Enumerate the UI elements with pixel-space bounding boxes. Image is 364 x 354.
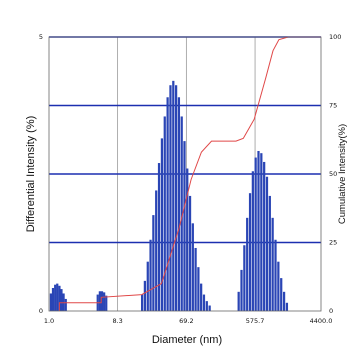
bar <box>166 97 169 311</box>
bar <box>100 291 104 311</box>
bar <box>149 239 152 311</box>
bar <box>243 245 246 311</box>
bar <box>177 97 181 311</box>
y2-tick-label: 75 <box>329 102 337 110</box>
bar <box>197 267 200 311</box>
x-tick-label: 8.3 <box>112 317 122 325</box>
bar <box>202 294 206 311</box>
bar <box>263 161 266 311</box>
bar <box>188 195 192 311</box>
bar <box>169 85 172 311</box>
y2-axis-title: Cumulative Intensity(%) <box>337 124 348 224</box>
bar <box>140 294 144 311</box>
x-tick-label: 575.7 <box>246 317 265 325</box>
plot-frame <box>48 36 322 312</box>
y-axis-title: Differential Intensity (%) <box>25 116 37 233</box>
bar <box>64 298 67 311</box>
bar <box>260 153 263 311</box>
bar <box>274 239 277 311</box>
bar <box>180 116 183 312</box>
x-tick-label: 69.2 <box>179 317 193 325</box>
bar <box>183 141 186 311</box>
bar <box>208 305 211 311</box>
bar <box>186 168 189 311</box>
x-axis-title: Diameter (nm) <box>152 334 222 346</box>
bar <box>155 190 158 311</box>
bar <box>172 80 175 311</box>
y-tick-label: 0 <box>39 307 43 315</box>
y2-tick-label: 25 <box>329 239 337 247</box>
bar <box>58 285 61 311</box>
bar <box>251 171 254 311</box>
bar <box>265 176 269 311</box>
cumulative-line <box>58 36 321 311</box>
bar <box>240 269 243 311</box>
x-tick-label: 4400.0 <box>310 317 333 325</box>
bar <box>56 283 59 311</box>
x-tick-labels: 1.0 8.3 69.2 575.7 4400.0 <box>44 317 333 325</box>
bar <box>98 291 101 311</box>
y2-tick-label: 100 <box>329 33 341 41</box>
bar <box>49 293 53 311</box>
bar <box>285 302 289 311</box>
bar <box>271 217 274 311</box>
y-tick-labels: 05 <box>39 33 43 315</box>
bar <box>143 280 147 311</box>
y2-tick-labels: 0 25 50 75 100 <box>329 33 341 315</box>
bar <box>157 163 161 311</box>
bar <box>174 85 178 311</box>
bar <box>257 150 260 311</box>
bar <box>103 292 106 311</box>
bar <box>194 247 197 311</box>
bar <box>54 284 57 311</box>
bar <box>105 295 108 311</box>
bar <box>246 217 249 311</box>
bar <box>248 193 252 311</box>
bar <box>62 293 65 311</box>
x-tick-label: 1.0 <box>44 317 54 325</box>
bar <box>200 283 203 311</box>
bar <box>237 291 240 311</box>
bar <box>205 301 208 311</box>
bar <box>146 261 149 311</box>
bar <box>152 215 155 311</box>
bar <box>268 195 271 311</box>
bar-series <box>49 80 289 312</box>
bar <box>280 278 283 311</box>
bar <box>282 291 286 311</box>
y2-tick-label: 0 <box>329 307 333 315</box>
bar <box>191 223 194 311</box>
bar <box>254 157 257 311</box>
y-tick-label: 5 <box>39 33 43 41</box>
bar <box>277 261 280 311</box>
bar <box>163 116 166 312</box>
bar <box>60 289 63 311</box>
bar <box>160 138 164 311</box>
y2-tick-label: 50 <box>329 170 337 178</box>
bar <box>51 287 55 311</box>
